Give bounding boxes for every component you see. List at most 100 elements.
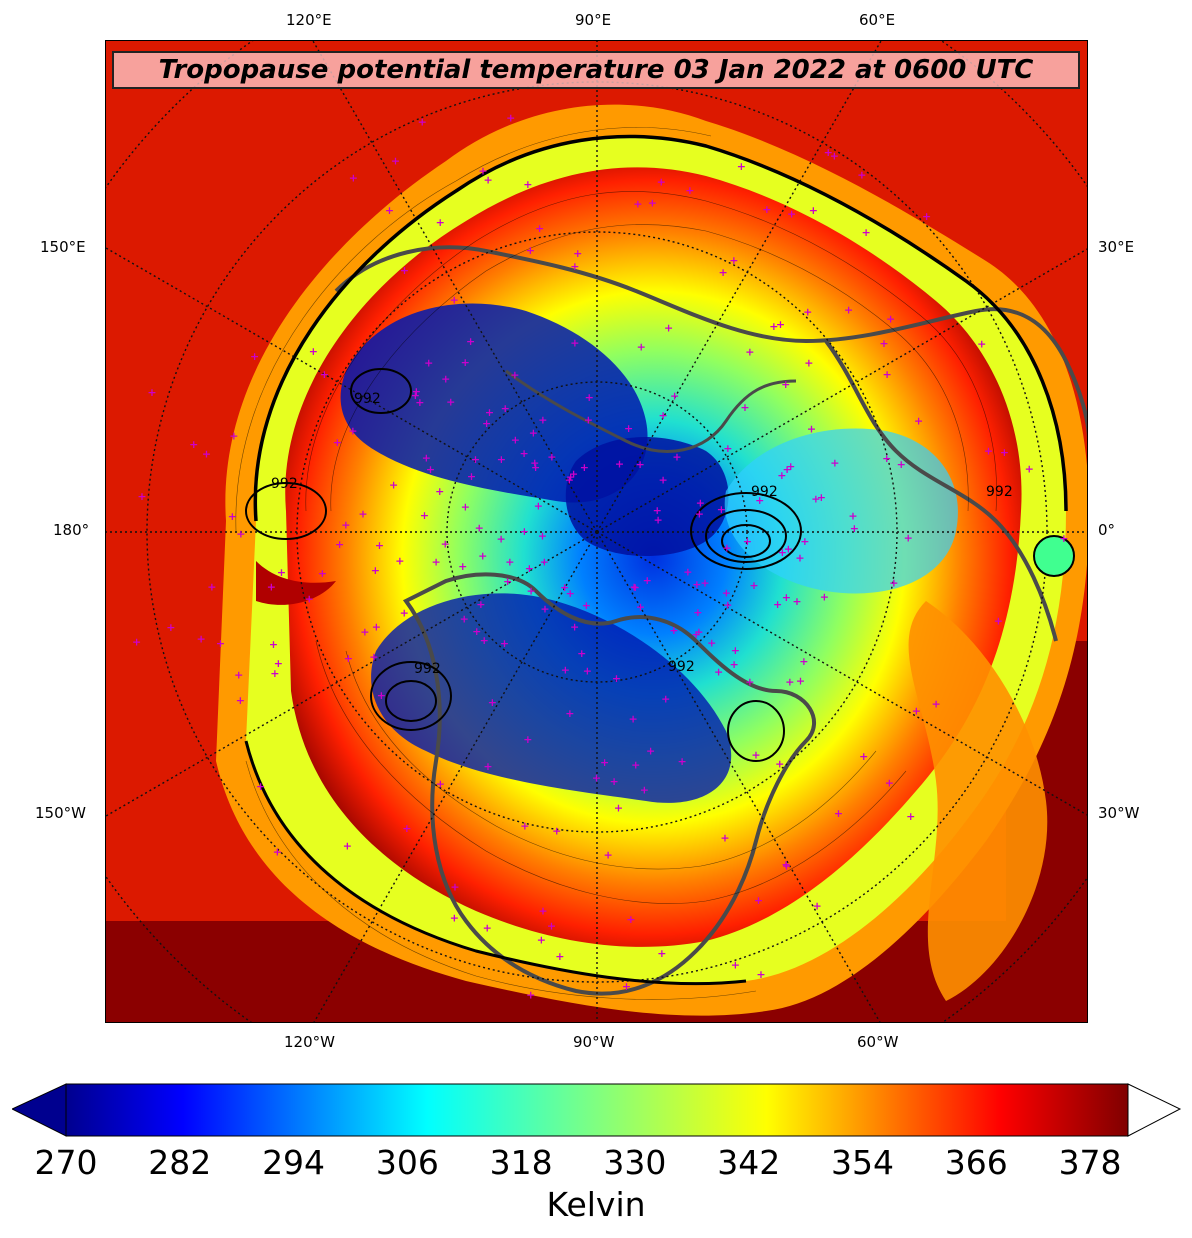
- station-marker: +: [834, 807, 843, 820]
- station-marker: +: [424, 357, 433, 370]
- station-marker: +: [570, 621, 579, 634]
- station-marker: +: [583, 665, 592, 678]
- station-marker: +: [653, 504, 662, 517]
- station-marker: +: [166, 621, 175, 634]
- coastline-arctic: [505, 369, 797, 453]
- station-marker: +: [520, 525, 529, 538]
- station-marker: +: [503, 575, 512, 588]
- station-marker: +: [395, 555, 404, 568]
- lon-label-right: 30°W: [1098, 804, 1140, 822]
- station-marker: +: [269, 638, 278, 651]
- station-marker: +: [400, 607, 409, 620]
- station-marker: +: [707, 637, 716, 650]
- station-marker: +: [782, 860, 791, 873]
- station-marker: +: [560, 581, 569, 594]
- station-marker: +: [520, 447, 529, 460]
- station-marker: +: [466, 335, 475, 348]
- station-marker: +: [450, 293, 459, 306]
- station-marker: +: [904, 532, 913, 545]
- station-marker: +: [783, 463, 792, 476]
- station-marker: +: [777, 469, 786, 482]
- station-marker: +: [476, 598, 485, 611]
- station-marker: +: [478, 549, 487, 562]
- station-marker: +: [626, 913, 635, 926]
- station-marker: +: [411, 389, 420, 402]
- map-title: Tropopause potential temperature 03 Jan …: [112, 51, 1080, 89]
- station-marker: +: [510, 369, 519, 382]
- coastline-north-america: [402, 572, 817, 996]
- station-marker: +: [1000, 446, 1009, 459]
- station-marker: +: [372, 621, 381, 634]
- station-marker: +: [540, 603, 549, 616]
- station-marker: +: [415, 396, 424, 409]
- station-marker: +: [488, 696, 497, 709]
- station-marker: +: [344, 652, 353, 665]
- station-marker: +: [561, 663, 570, 676]
- lon-label-bottom: 90°W: [573, 1033, 615, 1051]
- colorbar-tick-label: 354: [831, 1143, 894, 1182]
- station-marker: +: [580, 461, 589, 474]
- station-marker: +: [500, 637, 509, 650]
- station-marker: +: [565, 707, 574, 720]
- station-marker: +: [796, 674, 805, 687]
- station-marker: +: [648, 197, 657, 210]
- station-marker: +: [436, 777, 445, 790]
- station-marker: +: [450, 911, 459, 924]
- station-marker: +: [435, 485, 444, 498]
- station-marker: +: [692, 628, 701, 641]
- station-marker: +: [420, 509, 429, 522]
- tropopause-boundary-south: [244, 740, 747, 986]
- station-marker: +: [592, 771, 601, 784]
- station-marker: +: [320, 368, 329, 381]
- station-marker: +: [530, 457, 539, 470]
- station-marker: +: [526, 988, 535, 1001]
- station-marker: +: [207, 581, 216, 594]
- isentrope-contours: [235, 127, 997, 1000]
- station-marker: +: [817, 491, 826, 504]
- lon-label-top: 60°E: [859, 11, 896, 29]
- station-marker: +: [461, 356, 470, 369]
- warm-ridge-east: [724, 428, 958, 594]
- station-marker: +: [754, 894, 763, 907]
- station-marker: +: [885, 776, 894, 789]
- station-marker: +: [792, 595, 801, 608]
- station-marker: +: [547, 920, 556, 933]
- colorbar-tick-label: 342: [717, 1143, 781, 1182]
- station-marker: +: [234, 668, 243, 681]
- station-markers: + + + + + + + + + + + + + + + + + + + + + + + + + + + + + + + + + + + + + + + +…: [132, 112, 1069, 1002]
- station-marker: +: [436, 216, 445, 229]
- station-marker: +: [932, 698, 941, 711]
- station-marker: +: [624, 422, 633, 435]
- tropopause-boundary: [253, 134, 1068, 522]
- map-panel: 992 992 992 992 992 992 + + + + + + + + + + + + + + + +…: [105, 40, 1088, 1023]
- station-marker: +: [659, 409, 668, 422]
- lon-label-left: 180°: [53, 521, 90, 539]
- station-marker: +: [643, 574, 652, 587]
- station-marker: +: [585, 391, 594, 404]
- colorbar-gradient: [65, 1083, 1129, 1137]
- station-marker: +: [229, 430, 238, 443]
- station-marker: +: [537, 934, 546, 947]
- station-marker: +: [769, 320, 778, 333]
- station-marker: +: [692, 578, 701, 591]
- station-marker: +: [501, 402, 510, 415]
- station-marker: +: [270, 667, 279, 680]
- station-marker: +: [525, 562, 534, 575]
- station-marker: +: [723, 599, 732, 612]
- station-marker: +: [570, 260, 579, 273]
- station-marker: +: [661, 693, 670, 706]
- station-marker: +: [756, 968, 765, 981]
- station-marker: +: [197, 632, 206, 645]
- station-marker: +: [460, 613, 469, 626]
- station-marker: +: [695, 507, 704, 520]
- station-marker: +: [723, 442, 732, 455]
- station-marker: +: [811, 493, 820, 506]
- station-marker: +: [478, 165, 487, 178]
- station-marker: +: [341, 519, 350, 532]
- station-marker: +: [480, 634, 489, 647]
- station-marker: +: [267, 580, 276, 593]
- station-marker: +: [799, 655, 808, 668]
- station-marker: +: [804, 357, 813, 370]
- station-marker: +: [527, 584, 536, 597]
- station-marker: +: [482, 417, 491, 430]
